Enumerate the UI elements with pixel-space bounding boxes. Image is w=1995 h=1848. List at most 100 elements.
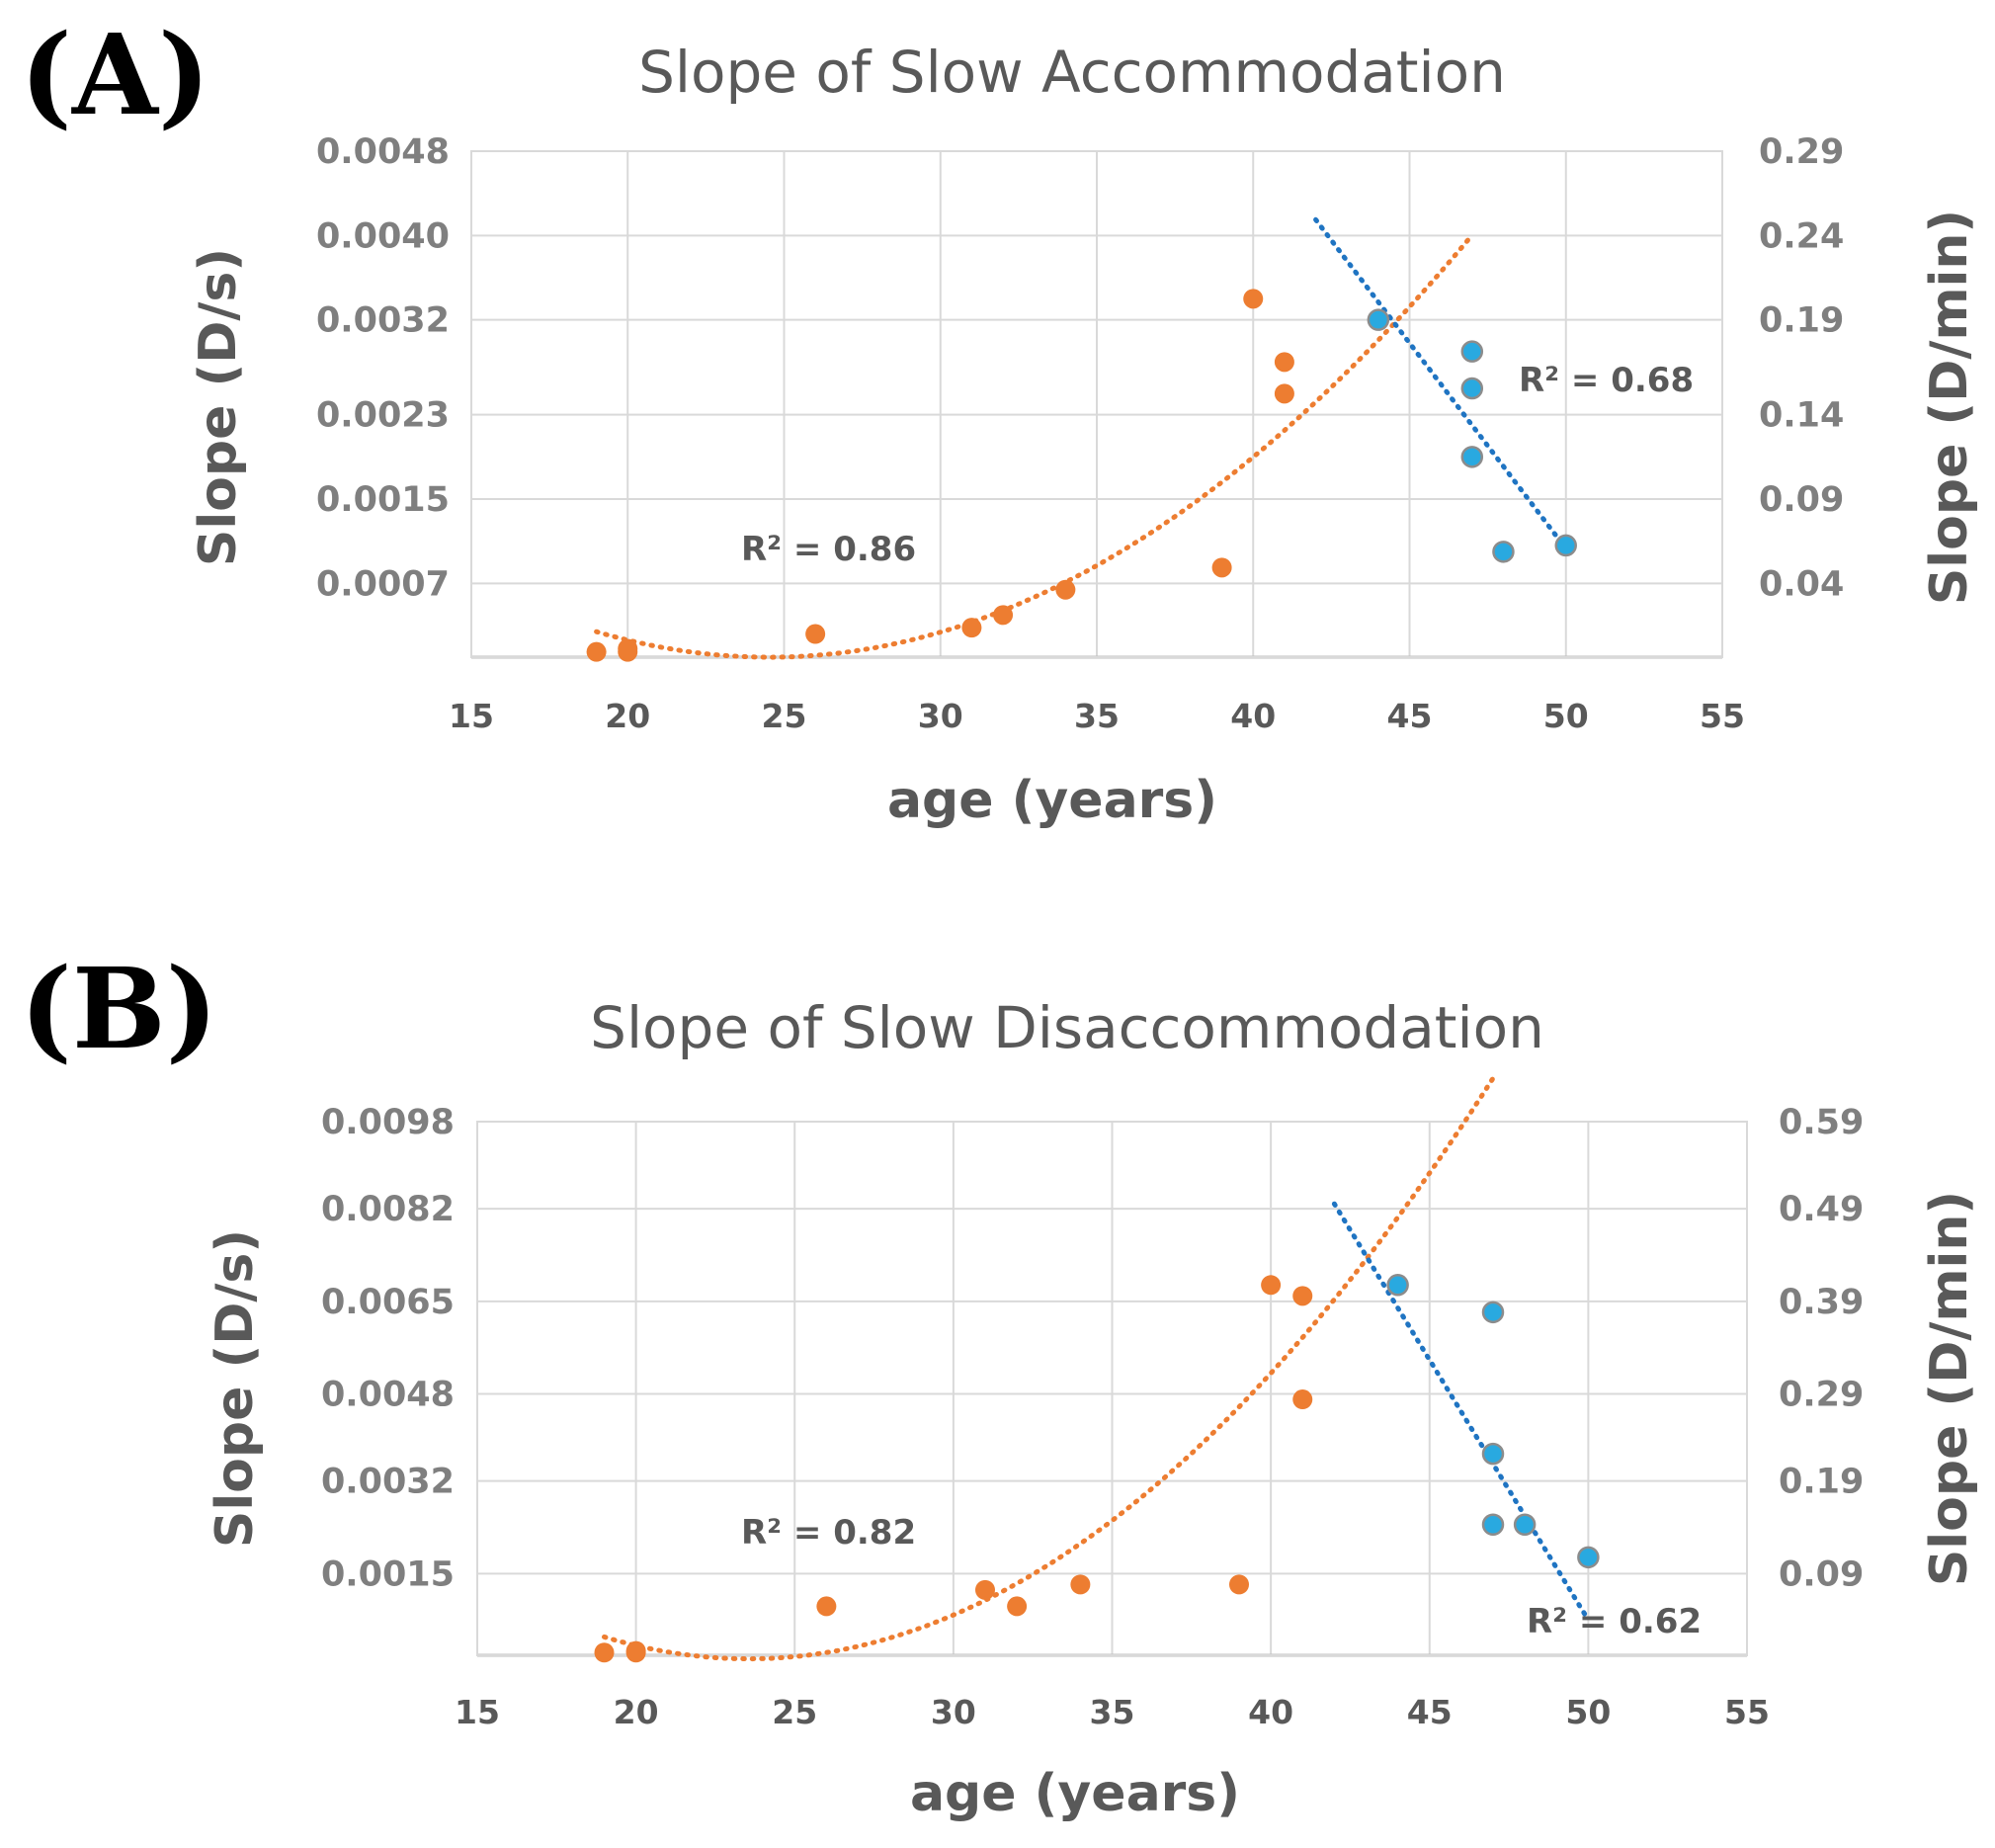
data-point-orange xyxy=(586,641,607,662)
data-point-orange xyxy=(1261,1275,1282,1296)
data-point-orange xyxy=(961,618,982,638)
data-point-orange xyxy=(805,624,826,644)
panel-label-b: (B) xyxy=(20,945,218,1074)
y-left-tick-label: 0.0040 xyxy=(316,216,450,256)
y-right-tick-label: 0.09 xyxy=(1759,480,1844,520)
plot-area-b xyxy=(476,1121,1748,1656)
data-point-orange xyxy=(975,1579,995,1600)
data-point-orange xyxy=(618,638,638,659)
data-point-orange xyxy=(816,1596,837,1617)
x-tick-label: 35 xyxy=(1090,1693,1135,1731)
data-point-orange xyxy=(594,1642,615,1663)
x-tick-label: 30 xyxy=(918,697,963,735)
x-tick-label: 35 xyxy=(1074,697,1120,735)
x-tick-label: 50 xyxy=(1565,1693,1611,1731)
data-point-orange xyxy=(1229,1574,1249,1595)
x-tick-label: 20 xyxy=(614,1693,659,1731)
y-left-tick-label: 0.0048 xyxy=(316,132,450,172)
y-left-tick-label: 0.0015 xyxy=(316,480,450,520)
data-point-blue xyxy=(1554,534,1577,557)
data-point-orange xyxy=(1292,1389,1313,1410)
data-point-blue xyxy=(1460,340,1484,363)
x-tick-label: 45 xyxy=(1407,1693,1453,1731)
y-axis-title-right-b: Slope (D/min) xyxy=(1920,1191,1979,1586)
x-tick-label: 20 xyxy=(605,697,650,735)
y-right-tick-label: 0.29 xyxy=(1759,132,1844,172)
x-axis-title-a: age (years) xyxy=(887,771,1217,830)
x-tick-label: 55 xyxy=(1724,1693,1770,1731)
tick-labels-b: 15 20 25 30 35 40 45 50 55 0.0015 0.09 0.0032 0.19 0.… xyxy=(321,1103,1864,1731)
data-point-blue xyxy=(1386,1274,1409,1297)
data-point-orange xyxy=(1274,352,1294,373)
trendlines-a xyxy=(594,216,1569,660)
y-right-tick-label: 0.09 xyxy=(1779,1554,1864,1594)
x-tick-label: 55 xyxy=(1700,697,1745,735)
data-point-orange xyxy=(993,605,1014,626)
y-left-tick-label: 0.0082 xyxy=(321,1190,455,1229)
tick-labels-a: 15 20 25 30 35 40 45 50 55 0.0007 0.04 0.0015 0.09 0.… xyxy=(316,132,1844,735)
data-point-blue xyxy=(1492,541,1515,563)
chart-title-b: Slope of Slow Disaccommodation xyxy=(590,994,1544,1061)
x-tick-label: 40 xyxy=(1230,697,1276,735)
trendline-blue xyxy=(1331,1201,1591,1623)
gridlines-a xyxy=(470,150,1723,659)
y-right-tick-label: 0.19 xyxy=(1759,301,1844,341)
chart-panel-b: (B) Slope of Slow Disaccommodation 15 20 2… xyxy=(20,945,1979,1823)
y-right-tick-label: 0.24 xyxy=(1759,216,1844,256)
trendline-orange xyxy=(602,1075,1496,1662)
data-point-orange xyxy=(1055,579,1076,600)
x-tick-label: 15 xyxy=(455,1693,500,1731)
data-point-orange xyxy=(1070,1574,1091,1595)
y-right-tick-label: 0.29 xyxy=(1779,1376,1864,1415)
data-point-orange xyxy=(625,1640,646,1661)
trendlines-b xyxy=(602,1075,1591,1662)
trendline-orange xyxy=(594,232,1475,660)
r2-label-blue-a: R² = 0.68 xyxy=(1519,361,1694,400)
data-point-orange xyxy=(1292,1286,1313,1306)
data-point-blue xyxy=(1513,1513,1537,1537)
r2-label-blue-b: R² = 0.62 xyxy=(1527,1602,1702,1641)
y-right-tick-label: 0.14 xyxy=(1759,396,1844,436)
x-tick-label: 30 xyxy=(931,1693,976,1731)
gridlines-b xyxy=(476,1121,1748,1657)
y-left-tick-label: 0.0032 xyxy=(321,1463,455,1502)
y-left-tick-label: 0.0098 xyxy=(321,1103,455,1142)
y-right-tick-label: 0.19 xyxy=(1779,1463,1864,1502)
y-left-tick-label: 0.0032 xyxy=(316,301,450,341)
data-point-orange xyxy=(1243,289,1264,309)
x-tick-label: 50 xyxy=(1543,697,1589,735)
y-left-tick-label: 0.0048 xyxy=(321,1376,455,1415)
data-point-blue xyxy=(1460,377,1484,400)
y-left-tick-label: 0.0065 xyxy=(321,1283,455,1322)
data-point-orange xyxy=(1211,557,1232,578)
r2-label-orange-b: R² = 0.82 xyxy=(741,1513,916,1553)
x-tick-label: 25 xyxy=(772,1693,817,1731)
data-point-blue xyxy=(1481,1442,1505,1466)
chart-panel-a: (A) Slope of Slow Accommodation 15 20 25 30… xyxy=(20,11,1979,830)
data-point-orange xyxy=(1274,383,1294,404)
y-axis-title-left-b: Slope (D/s) xyxy=(206,1229,265,1548)
trendline-blue xyxy=(1313,216,1569,551)
x-tick-label: 40 xyxy=(1248,1693,1293,1731)
data-point-orange xyxy=(1007,1596,1028,1617)
y-left-tick-label: 0.0015 xyxy=(321,1554,455,1594)
x-tick-label: 45 xyxy=(1387,697,1433,735)
r2-label-orange-a: R² = 0.86 xyxy=(741,530,916,569)
y-axis-title-left-a: Slope (D/s) xyxy=(189,248,248,566)
data-point-blue xyxy=(1481,1513,1505,1537)
plot-area-a xyxy=(470,150,1723,658)
data-points-a xyxy=(586,289,1577,662)
y-right-tick-label: 0.59 xyxy=(1779,1103,1864,1142)
data-point-blue xyxy=(1577,1546,1600,1569)
x-axis-title-b: age (years) xyxy=(910,1764,1240,1823)
y-left-tick-label: 0.0023 xyxy=(316,396,450,436)
data-point-blue xyxy=(1460,446,1484,468)
x-tick-label: 25 xyxy=(762,697,807,735)
y-axis-title-right-a: Slope (D/min) xyxy=(1920,210,1979,605)
data-point-blue xyxy=(1481,1301,1505,1324)
data-points-b xyxy=(594,1274,1600,1663)
y-right-tick-label: 0.04 xyxy=(1759,564,1844,604)
y-right-tick-label: 0.39 xyxy=(1779,1283,1864,1322)
panel-label-a: (A) xyxy=(20,11,210,140)
